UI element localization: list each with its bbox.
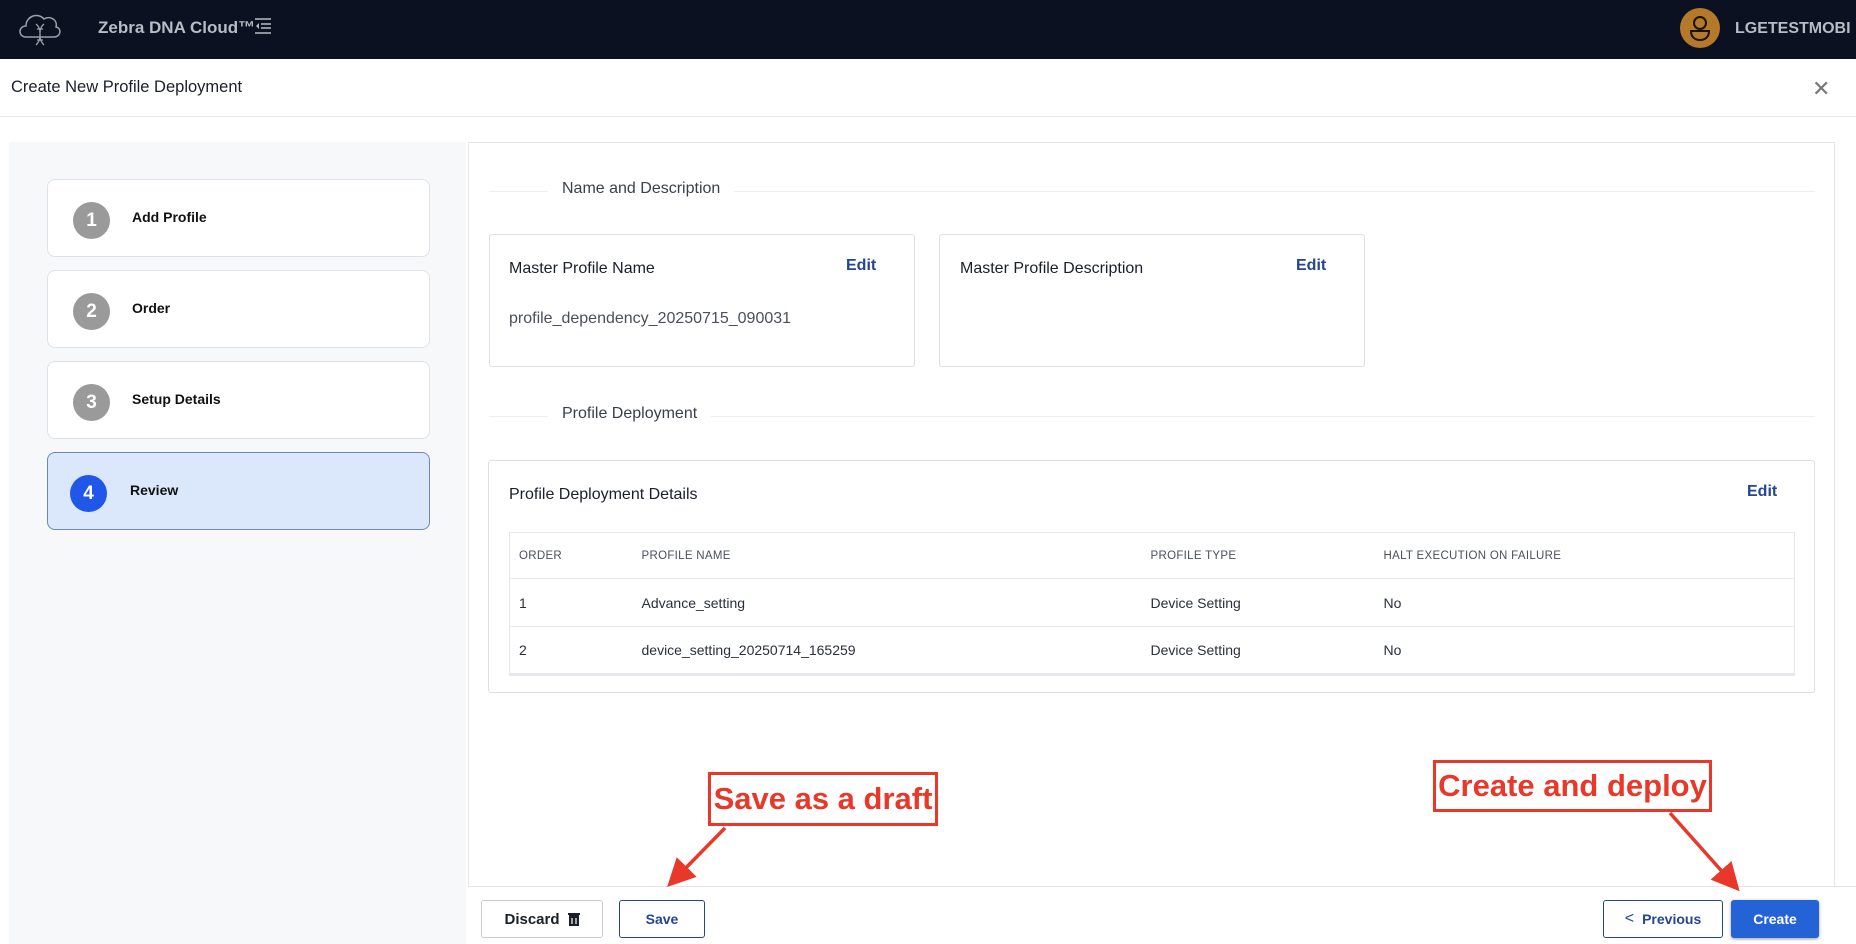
step-number: 2 xyxy=(73,293,110,330)
top-bar: Zebra DNA Cloud™ LGETESTMOBI xyxy=(0,0,1856,59)
table-header: ORDER PROFILE NAME PROFILE TYPE HALT EXE… xyxy=(510,533,1795,579)
divider xyxy=(489,416,1815,417)
halt-cell: No xyxy=(1383,578,1795,627)
master-profile-description-card: Master Profile Description Edit xyxy=(939,234,1365,367)
order-cell: 1 xyxy=(509,578,642,627)
brand-name: Zebra DNA Cloud™ xyxy=(98,18,256,37)
profile-name-cell: device_setting_20250714_165259 xyxy=(641,626,1151,675)
card-title: Master Profile Description xyxy=(960,260,1144,277)
column-header: ORDER xyxy=(519,549,563,562)
trash-icon xyxy=(567,912,580,926)
profile-name-cell: Advance_setting xyxy=(641,578,1151,627)
create-button[interactable]: Create xyxy=(1731,900,1819,938)
profile-type-cell: Device Setting xyxy=(1150,626,1384,675)
footer-bar xyxy=(468,886,1856,944)
discard-label: Discard xyxy=(504,910,560,928)
halt-cell: No xyxy=(1383,626,1795,675)
save-button[interactable]: Save xyxy=(619,900,705,938)
user-name[interactable]: LGETESTMOBI xyxy=(1735,20,1851,37)
avatar[interactable] xyxy=(1680,8,1720,48)
edit-deployment-button[interactable]: Edit xyxy=(1747,483,1778,500)
column-header: PROFILE TYPE xyxy=(1150,549,1237,562)
divider xyxy=(489,191,1815,192)
card-title: Profile Deployment Details xyxy=(509,486,698,503)
menu-collapse-icon[interactable] xyxy=(253,16,273,36)
column-header: HALT EXECUTION ON FAILURE xyxy=(1383,549,1562,562)
step-number: 4 xyxy=(70,475,107,512)
order-cell: 2 xyxy=(509,626,642,675)
edit-name-button[interactable]: Edit xyxy=(846,257,877,274)
section-title-name: Name and Description xyxy=(548,180,735,198)
profile-type-cell: Device Setting xyxy=(1150,578,1384,627)
card-title: Master Profile Name xyxy=(509,260,655,277)
close-icon[interactable]: ✕ xyxy=(1812,76,1831,101)
deployment-table: ORDER PROFILE NAME PROFILE TYPE HALT EXE… xyxy=(509,532,1795,676)
step-add-profile[interactable]: 1 Add Profile xyxy=(47,179,430,257)
step-order[interactable]: 2 Order xyxy=(47,270,430,348)
step-number: 1 xyxy=(73,202,110,239)
step-label: Setup Details xyxy=(132,391,221,407)
user-icon xyxy=(1689,16,1711,42)
steps-panel xyxy=(9,142,466,944)
dialog-header xyxy=(0,59,1856,117)
previous-button[interactable]: < Previous xyxy=(1603,900,1723,938)
section-title-deployment: Profile Deployment xyxy=(548,405,712,423)
step-setup-details[interactable]: 3 Setup Details xyxy=(47,361,430,439)
table-row: 2 device_setting_20250714_165259 Device … xyxy=(509,626,1795,675)
column-header: PROFILE NAME xyxy=(641,549,731,562)
table-row: 1 Advance_setting Device Setting No xyxy=(509,578,1795,627)
dialog-title: Create New Profile Deployment xyxy=(11,78,243,96)
step-label: Add Profile xyxy=(132,209,207,225)
previous-label: Previous xyxy=(1642,911,1702,927)
discard-button[interactable]: Discard xyxy=(481,900,603,938)
annotation-save-draft: Save as a draft xyxy=(708,772,938,826)
chevron-left-icon: < xyxy=(1624,910,1635,927)
step-number: 3 xyxy=(73,384,110,421)
edit-description-button[interactable]: Edit xyxy=(1296,257,1327,274)
annotation-create-deploy: Create and deploy xyxy=(1433,760,1712,812)
step-label: Review xyxy=(130,482,179,498)
cloud-dna-icon xyxy=(19,14,61,46)
step-label: Order xyxy=(132,300,171,316)
master-profile-name-card: Master Profile Name Edit profile_depende… xyxy=(489,234,915,367)
step-review[interactable]: 4 Review xyxy=(47,452,430,530)
review-panel xyxy=(468,142,1835,887)
master-profile-name-value: profile_dependency_20250715_090031 xyxy=(509,310,792,327)
